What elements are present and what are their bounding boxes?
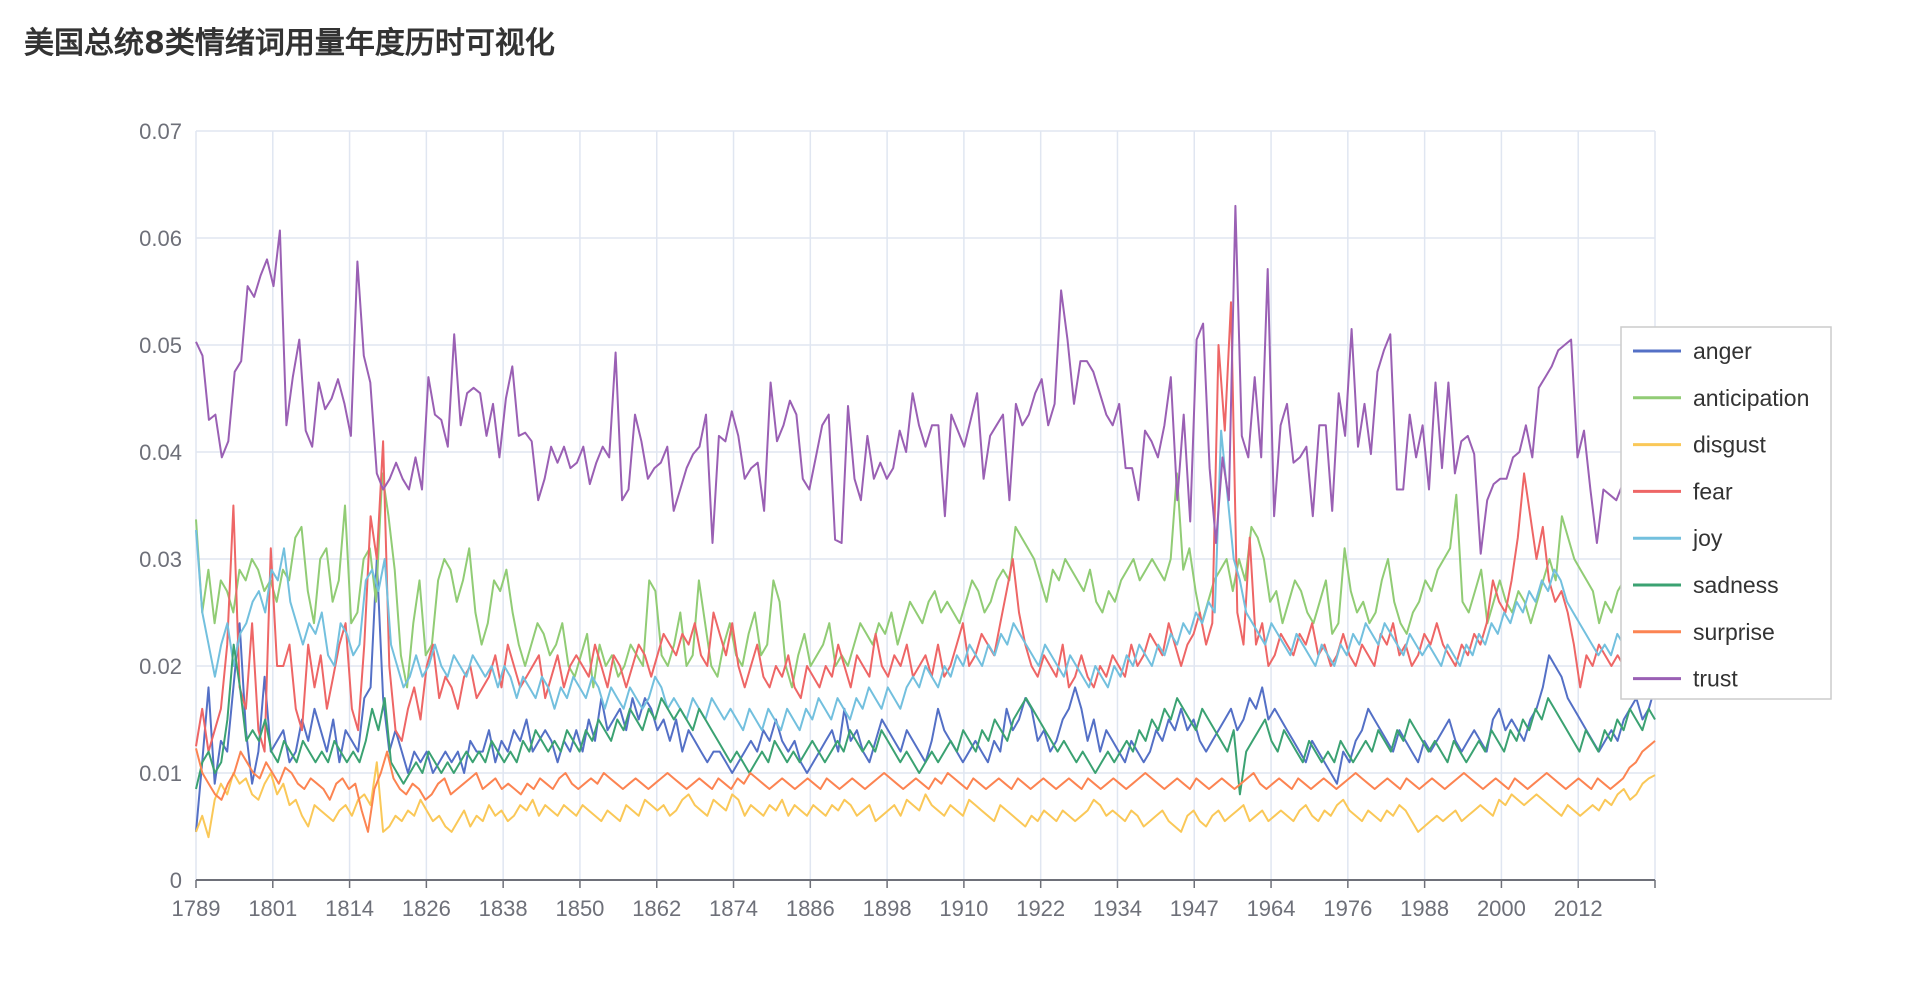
legend[interactable]: anger anticipation disgust fear joy sadness su… [1620, 326, 1832, 700]
legend-item-fear[interactable]: fear [1633, 478, 1733, 504]
legend-item-joy[interactable]: joy [1633, 525, 1723, 551]
x-tick-label: 1910 [939, 896, 988, 921]
series-line-fear[interactable] [195, 301, 1656, 753]
y-tick-label: 0.05 [139, 333, 182, 358]
series-line-surprise[interactable] [195, 740, 1656, 833]
series-line-sadness[interactable] [195, 643, 1656, 796]
legend-label: fear [1693, 478, 1733, 504]
x-tick-label: 1789 [172, 896, 221, 921]
series-line-anticipation[interactable] [195, 472, 1656, 689]
x-tick-label: 1934 [1093, 896, 1142, 921]
grid [195, 130, 1656, 881]
x-tick-label: 1988 [1400, 896, 1449, 921]
y-tick-label: 0.06 [139, 226, 182, 251]
x-tick-label: 1826 [402, 896, 451, 921]
x-tick-label: 1814 [325, 896, 374, 921]
legend-label: anger [1693, 338, 1752, 364]
x-tick-label: 1838 [479, 896, 528, 921]
legend-label: trust [1693, 666, 1738, 692]
x-tick-label: 2000 [1477, 896, 1526, 921]
legend-item-anticipation[interactable]: anticipation [1633, 385, 1809, 411]
legend-item-trust[interactable]: trust [1633, 666, 1738, 692]
legend-label: anticipation [1693, 385, 1809, 411]
legend-label: joy [1692, 525, 1723, 551]
x-tick-label: 1947 [1170, 896, 1219, 921]
x-tick-label: 1874 [709, 896, 758, 921]
y-tick-label: 0 [170, 868, 182, 893]
x-tick-label: 1886 [786, 896, 835, 921]
chart-title: 美国总统8类情绪词用量年度历时可视化 [24, 26, 555, 61]
series-line-disgust[interactable] [195, 761, 1656, 839]
legend-item-disgust[interactable]: disgust [1633, 432, 1766, 458]
legend-label: sadness [1693, 572, 1779, 598]
x-tick-label: 1850 [555, 896, 604, 921]
legend-item-surprise[interactable]: surprise [1633, 619, 1775, 645]
series-line-joy[interactable] [195, 429, 1656, 732]
y-tick-label: 0.01 [139, 761, 182, 786]
legend-item-sadness[interactable]: sadness [1633, 572, 1779, 598]
axes: 0 0.01 0.02 0.03 0.04 0.05 0.06 0.07 1789 1801 181… [139, 119, 1656, 921]
legend-item-anger[interactable]: anger [1633, 338, 1752, 364]
y-tick-label: 0.07 [139, 119, 182, 144]
y-tick-label: 0.04 [139, 440, 182, 465]
x-tick-label: 1801 [248, 896, 297, 921]
x-tick-label: 2012 [1554, 896, 1603, 921]
legend-label: surprise [1693, 619, 1775, 645]
x-tick-label: 1898 [863, 896, 912, 921]
legend-label: disgust [1693, 432, 1766, 458]
y-tick-label: 0.03 [139, 547, 182, 572]
series-lines [195, 204, 1656, 839]
x-tick-label: 1976 [1323, 896, 1372, 921]
y-tick-label: 0.02 [139, 654, 182, 679]
series-line-trust[interactable] [195, 204, 1656, 555]
x-tick-label: 1862 [632, 896, 681, 921]
x-tick-label: 1964 [1247, 896, 1296, 921]
x-tick-label: 1922 [1016, 896, 1065, 921]
legend-box [1620, 326, 1832, 700]
